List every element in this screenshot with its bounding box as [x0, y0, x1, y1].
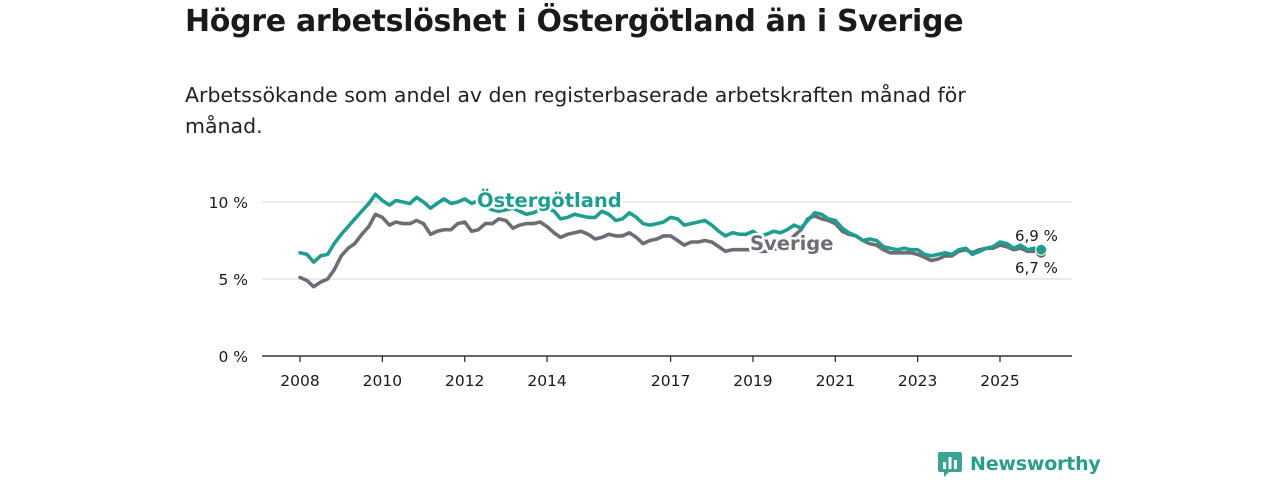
end-point-ostergotland: [1035, 243, 1048, 256]
series-line-ostergotland: [298, 192, 1043, 264]
series-label-sverige: Sverige: [750, 232, 833, 255]
x-tick-label: 2017: [651, 372, 690, 390]
end-value-label-sverige: 6,7 %: [1015, 259, 1058, 277]
x-tick-label: 2012: [445, 372, 484, 390]
y-tick-label: 10 %: [209, 194, 248, 212]
y-tick-label: 0 %: [218, 348, 248, 366]
newsworthy-logo-icon: [938, 452, 962, 477]
x-tick-label: 2008: [280, 372, 319, 390]
y-tick-label: 5 %: [218, 271, 248, 289]
x-tick-label: 2023: [898, 372, 937, 390]
series-lines: [298, 192, 1048, 289]
x-tick-label: 2025: [980, 372, 1019, 390]
series-label-ostergotland: Östergötland: [477, 188, 622, 212]
x-tick-label: 2010: [363, 372, 402, 390]
grid-lines: [262, 201, 1072, 280]
chart-title: Högre arbetslöshet i Östergötland än i S…: [185, 4, 964, 39]
x-tick-label: 2021: [816, 372, 855, 390]
x-tick-label: 2014: [527, 372, 566, 390]
series-line-sverige: [298, 212, 1043, 289]
end-value-label-ostergotland: 6,9 %: [1015, 227, 1058, 245]
newsworthy-brand: Newsworthy: [937, 448, 1101, 480]
series-labels: Östergötland Sverige 6,9 % 6,7 %: [475, 186, 1061, 280]
unemployment-line-chart: 0 % 5 % 10 % 2008 2010 2012 2014 2017 2019 2021 20…: [208, 186, 1072, 390]
chart-subtitle: Arbetssökande som andel av den registerb…: [185, 83, 966, 138]
axes: 0 % 5 % 10 % 2008 2010 2012 2014 2017 2019 2021 20…: [209, 194, 1072, 390]
brand-name: Newsworthy: [970, 453, 1101, 475]
x-tick-label: 2019: [733, 372, 772, 390]
